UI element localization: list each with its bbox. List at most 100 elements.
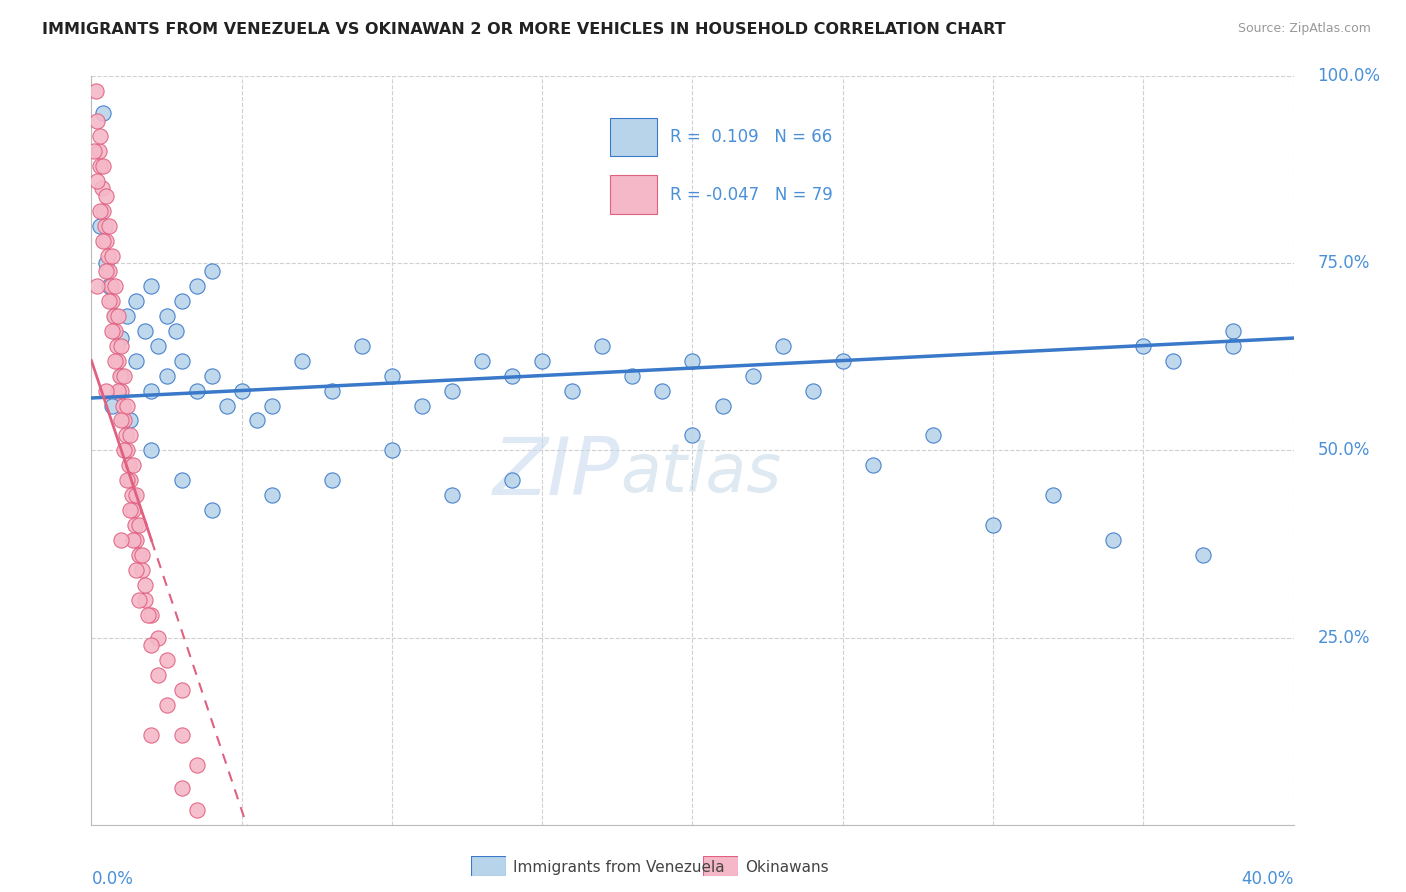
Point [246, 413, 269, 427]
Point [1222, 338, 1244, 352]
Point [104, 278, 127, 293]
Text: atlas: atlas [620, 440, 782, 506]
Point [110, 368, 132, 383]
Point [105, 338, 128, 352]
Point [98, 263, 121, 277]
Point [125, 488, 148, 502]
Point [772, 338, 794, 352]
Point [862, 458, 884, 473]
Point [321, 474, 343, 488]
Point [122, 458, 145, 473]
Point [86, 113, 108, 128]
Point [1192, 549, 1215, 563]
Point [138, 608, 160, 623]
Point [98, 293, 121, 308]
Point [96, 188, 118, 202]
Point [591, 338, 613, 352]
Point [922, 428, 945, 442]
Point [128, 549, 150, 563]
Text: Immigrants from Venezuela: Immigrants from Venezuela [513, 860, 725, 874]
Point [146, 631, 169, 645]
Point [122, 503, 145, 517]
Point [111, 399, 134, 413]
Point [201, 263, 224, 277]
Point [1222, 324, 1244, 338]
Point [117, 443, 139, 458]
Point [186, 758, 208, 772]
Point [134, 578, 156, 592]
Point [121, 488, 143, 502]
Point [122, 533, 145, 548]
Point [131, 549, 153, 563]
Point [98, 278, 121, 293]
Point [93, 159, 115, 173]
Point [134, 324, 156, 338]
Text: Source: ZipAtlas.com: Source: ZipAtlas.com [1237, 22, 1371, 36]
Point [104, 353, 127, 368]
Point [128, 593, 150, 607]
Point [86, 174, 108, 188]
Point [291, 353, 314, 368]
Point [170, 780, 193, 795]
Point [107, 309, 129, 323]
Point [561, 384, 583, 398]
Point [381, 368, 404, 383]
Point [170, 293, 193, 308]
Point [441, 488, 464, 502]
Point [531, 353, 554, 368]
Text: 40.0%: 40.0% [1241, 870, 1294, 888]
Point [90, 181, 112, 195]
Point [125, 563, 148, 577]
Point [141, 728, 163, 742]
Point [98, 219, 121, 233]
Point [117, 474, 139, 488]
Point [115, 428, 138, 442]
Point [101, 324, 124, 338]
Point [87, 144, 110, 158]
Point [155, 309, 177, 323]
Point [146, 338, 169, 352]
Point [125, 533, 148, 548]
Point [120, 413, 142, 427]
Text: 75.0%: 75.0% [1317, 254, 1369, 272]
Point [134, 593, 156, 607]
Point [260, 399, 283, 413]
Point [110, 331, 132, 345]
Point [141, 278, 163, 293]
Point [381, 443, 404, 458]
Point [260, 488, 283, 502]
Point [1102, 533, 1125, 548]
Point [471, 353, 494, 368]
Point [86, 278, 108, 293]
Point [350, 338, 373, 352]
Point [117, 399, 139, 413]
Point [104, 309, 127, 323]
Point [801, 384, 824, 398]
Point [120, 474, 142, 488]
Point [93, 106, 115, 120]
Point [141, 384, 163, 398]
Point [651, 384, 673, 398]
Point [100, 278, 122, 293]
Point [101, 249, 124, 263]
Point [170, 728, 193, 742]
Point [201, 368, 224, 383]
Point [110, 413, 132, 427]
Point [118, 458, 141, 473]
Point [170, 683, 193, 698]
Point [131, 563, 153, 577]
Point [186, 278, 208, 293]
Point [124, 518, 146, 533]
Point [141, 443, 163, 458]
Point [155, 653, 177, 667]
Point [125, 293, 148, 308]
Point [146, 668, 169, 682]
Point [110, 338, 132, 352]
Point [96, 256, 118, 270]
Text: Okinawans: Okinawans [745, 860, 828, 874]
Point [681, 428, 703, 442]
Point [621, 368, 644, 383]
Point [1132, 338, 1154, 352]
Point [89, 219, 111, 233]
Point [155, 698, 177, 713]
